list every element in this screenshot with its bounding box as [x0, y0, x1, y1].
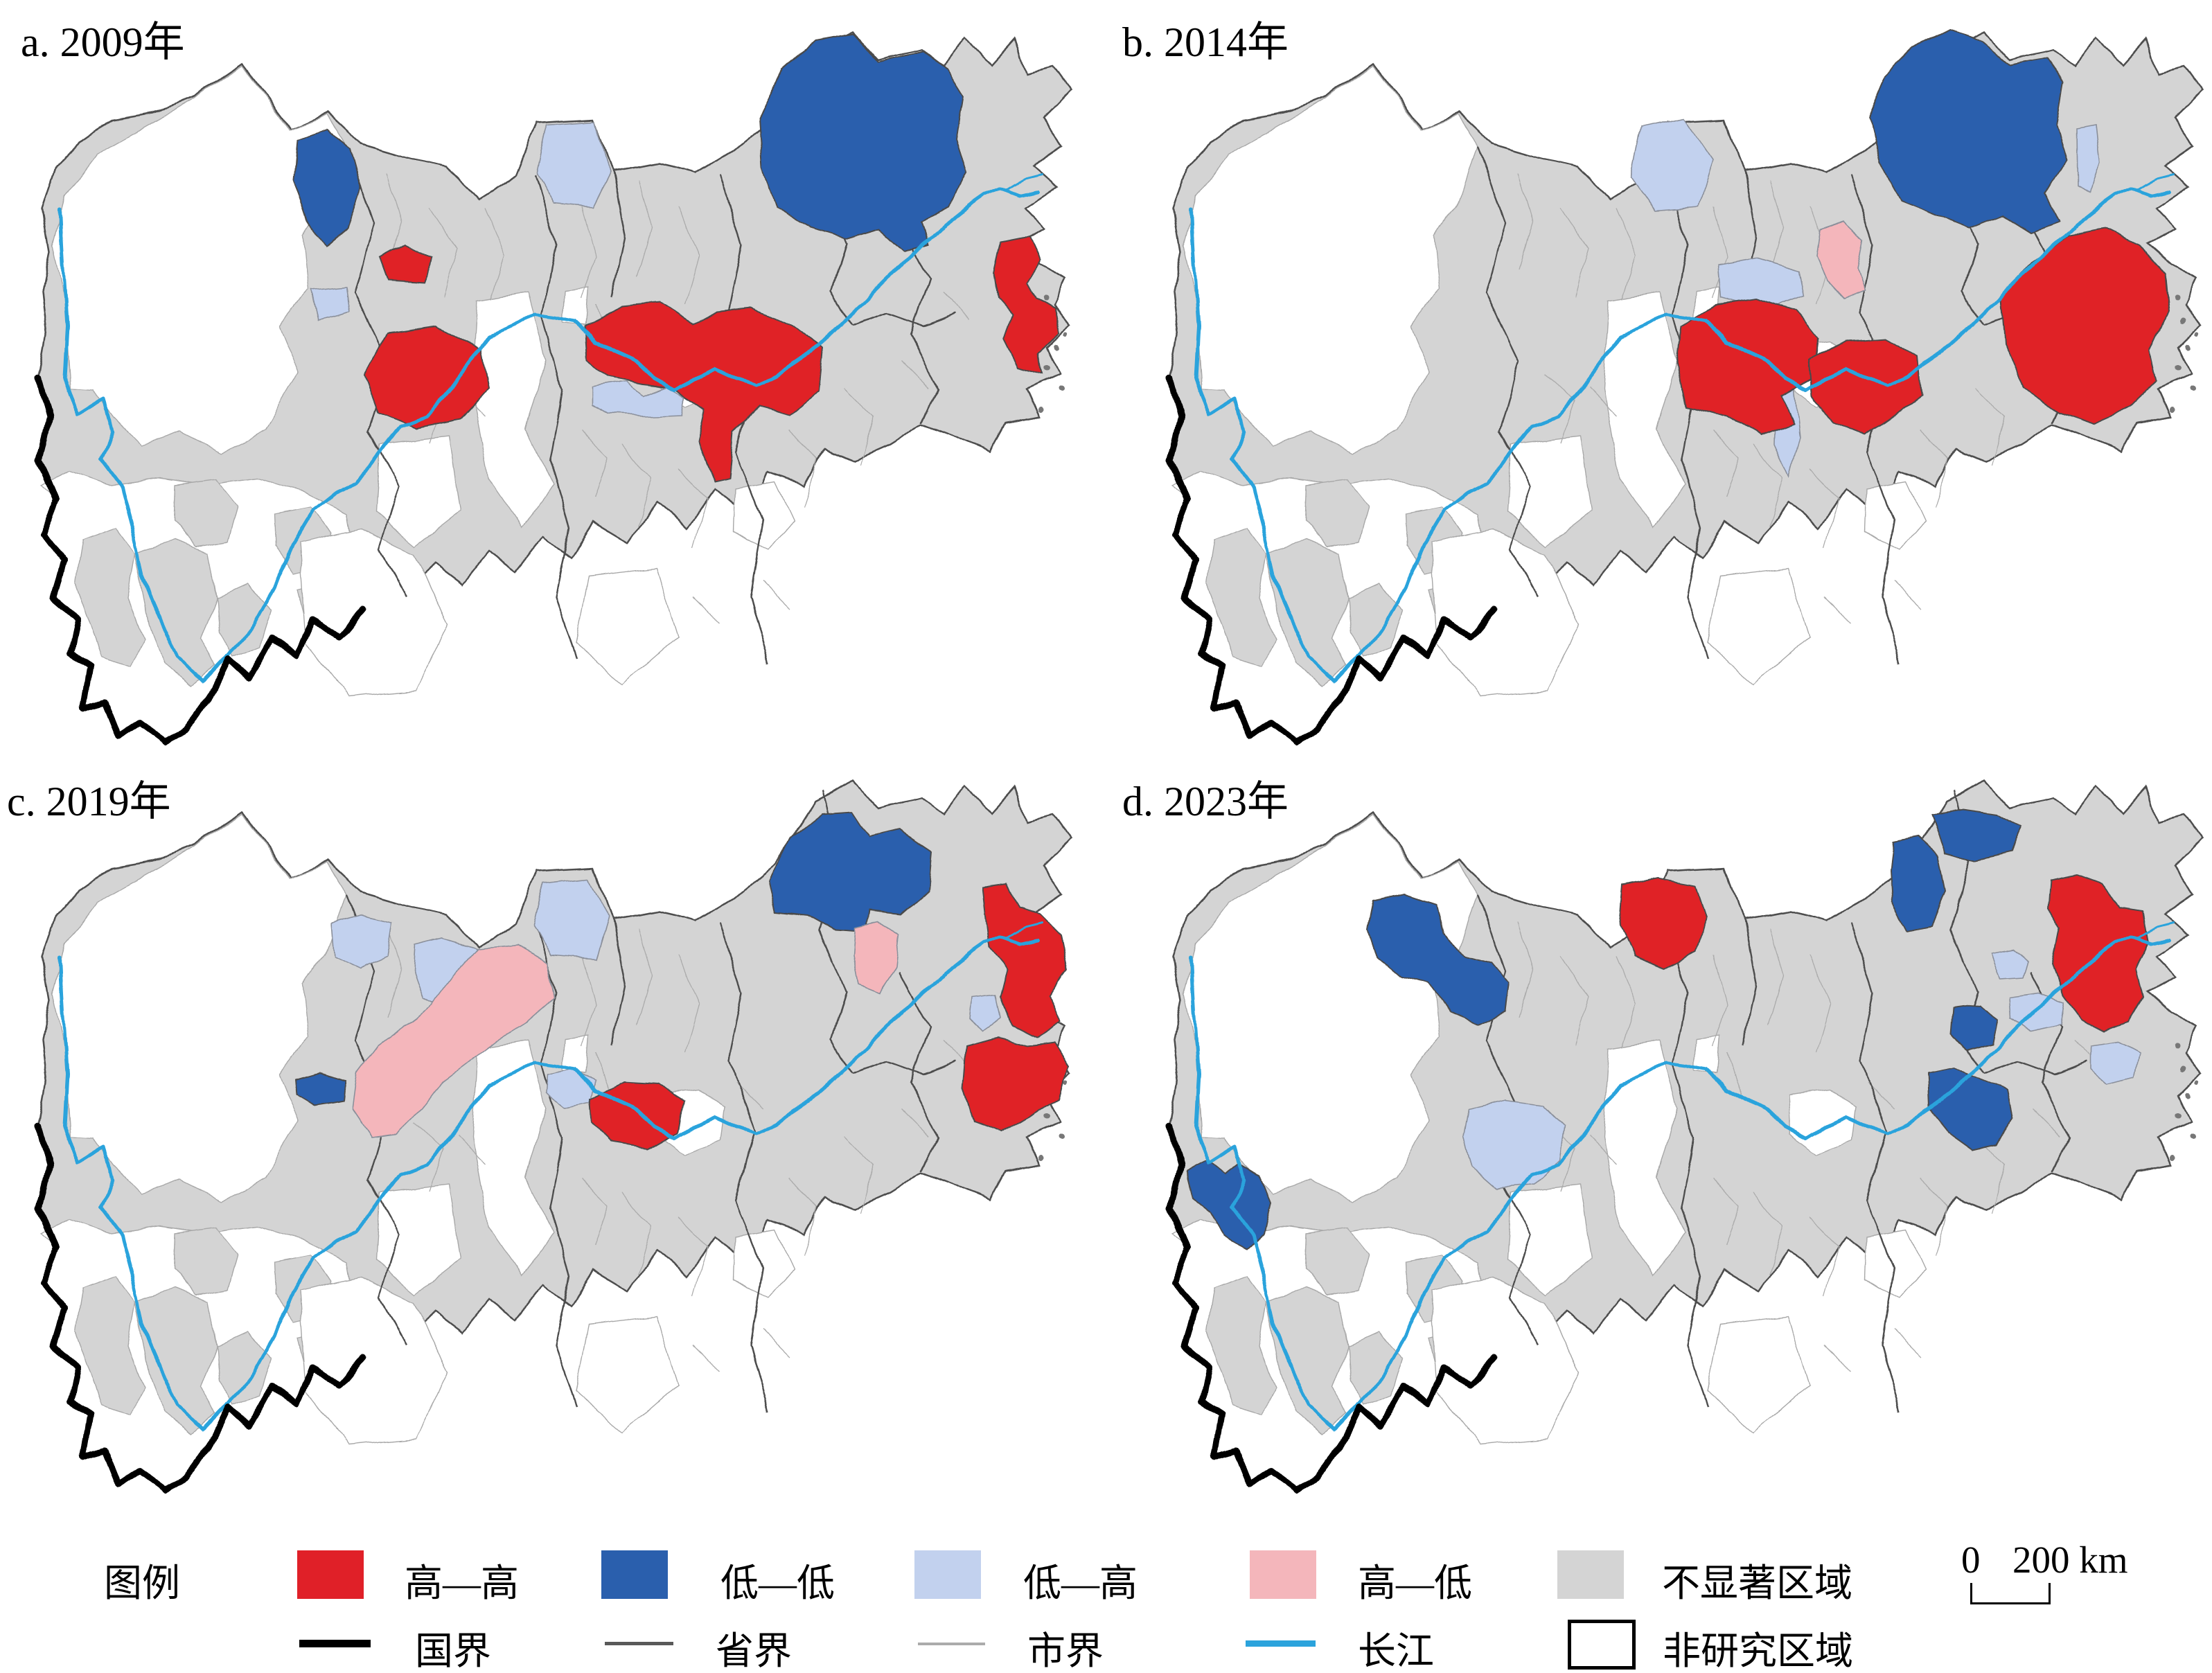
- cluster-low-high: [2090, 1041, 2140, 1085]
- cluster-high-high: [1999, 227, 2168, 425]
- cluster-high-high: [982, 882, 1068, 1039]
- clusters-2023: [1185, 808, 2150, 1250]
- legend-line-river: [1246, 1640, 1316, 1647]
- scale-bar: [1970, 1583, 2051, 1604]
- cluster-low-high: [330, 915, 394, 969]
- legend-label-province: 省界: [716, 1630, 793, 1672]
- cluster-high-low: [351, 945, 555, 1137]
- cluster-high-high: [584, 302, 824, 483]
- cluster-low-low: [757, 33, 968, 252]
- map-panel-b: b. 2014年: [1122, 0, 2212, 759]
- legend-label-non-study: 非研究区域: [1663, 1630, 1854, 1672]
- legend-swatch-high-low: [1250, 1550, 1316, 1599]
- cluster-low-low: [293, 127, 362, 247]
- cluster-low-high: [592, 382, 687, 416]
- panel-label-a: a. 2009年: [21, 19, 185, 65]
- legend-swatch-not-significant: [1557, 1550, 1624, 1599]
- legend-line-national: [299, 1640, 371, 1647]
- legend-label-river: 长江: [1358, 1630, 1435, 1672]
- legend-swatch-low-high: [914, 1550, 981, 1599]
- map-b: [1131, 30, 2202, 759]
- cluster-low-high: [971, 995, 1002, 1032]
- cluster-low-high: [311, 287, 351, 321]
- cluster-low-high: [533, 878, 609, 960]
- clusters-2019: [295, 811, 1070, 1150]
- legend-title: 图例: [104, 1562, 181, 1604]
- legend-label-low-high: 低—高: [1023, 1562, 1138, 1604]
- legend: 图例 高—高 低—低 低—高 高—低 不显著区域 0 200 km 国界 省界 …: [0, 1517, 2212, 1673]
- map-panel-c: c. 2019年: [0, 748, 1081, 1507]
- cluster-high-low: [1816, 220, 1866, 300]
- panel-label-d: d. 2023年: [1122, 779, 1289, 824]
- legend-label-not-significant: 不显著区域: [1662, 1562, 1853, 1604]
- cluster-high-high: [1618, 878, 1708, 970]
- clusters-2009: [293, 33, 1061, 483]
- scale-bar-distance: 200 km: [2012, 1539, 2128, 1581]
- cluster-high-high: [962, 1036, 1070, 1134]
- legend-swatch-high-high: [297, 1550, 364, 1599]
- panel-label-c: c. 2019年: [7, 779, 171, 824]
- cluster-low-high: [2076, 124, 2100, 195]
- panel-label-b: b. 2014年: [1122, 19, 1289, 65]
- clusters-2014: [1629, 30, 2168, 479]
- legend-swatch-low-low: [601, 1550, 668, 1599]
- cluster-high-high: [378, 242, 434, 284]
- cluster-low-high: [536, 121, 610, 209]
- cluster-low-high: [1629, 118, 1714, 212]
- legend-line-province: [605, 1642, 673, 1645]
- cluster-high-high: [1809, 337, 1922, 436]
- cluster-low-low: [1930, 808, 2023, 862]
- map-panel-d: d. 2023年: [1122, 748, 2212, 1507]
- cluster-high-low: [853, 922, 901, 993]
- scale-bar-zero: 0: [1961, 1539, 1981, 1581]
- cluster-low-high: [1990, 948, 2029, 979]
- legend-box-non-study: [1568, 1620, 1636, 1670]
- cluster-low-low: [295, 1071, 346, 1106]
- legend-label-national: 国界: [415, 1630, 492, 1672]
- cluster-high-high: [993, 236, 1061, 375]
- map-a: [0, 31, 1071, 759]
- cluster-high-high: [2046, 873, 2150, 1032]
- cluster-low-low: [1927, 1067, 2012, 1151]
- legend-line-city: [918, 1643, 985, 1645]
- cluster-low-low: [1868, 30, 2068, 233]
- legend-label-low-low: 低—低: [720, 1562, 835, 1604]
- legend-label-high-low: 高—低: [1358, 1562, 1473, 1604]
- map-d: [1131, 779, 2202, 1507]
- cluster-high-high: [362, 324, 490, 430]
- cluster-low-high: [1462, 1099, 1565, 1189]
- map-c: [0, 779, 1071, 1507]
- cluster-low-low: [1888, 835, 1947, 931]
- cluster-high-high: [1676, 298, 1820, 436]
- cluster-low-low: [768, 811, 933, 933]
- cluster-low-low: [1951, 1004, 2000, 1051]
- legend-label-high-high: 高—高: [405, 1562, 520, 1604]
- cluster-low-low: [1367, 892, 1510, 1025]
- legend-label-city: 市界: [1027, 1630, 1104, 1672]
- map-panel-a: a. 2009年: [0, 0, 1081, 759]
